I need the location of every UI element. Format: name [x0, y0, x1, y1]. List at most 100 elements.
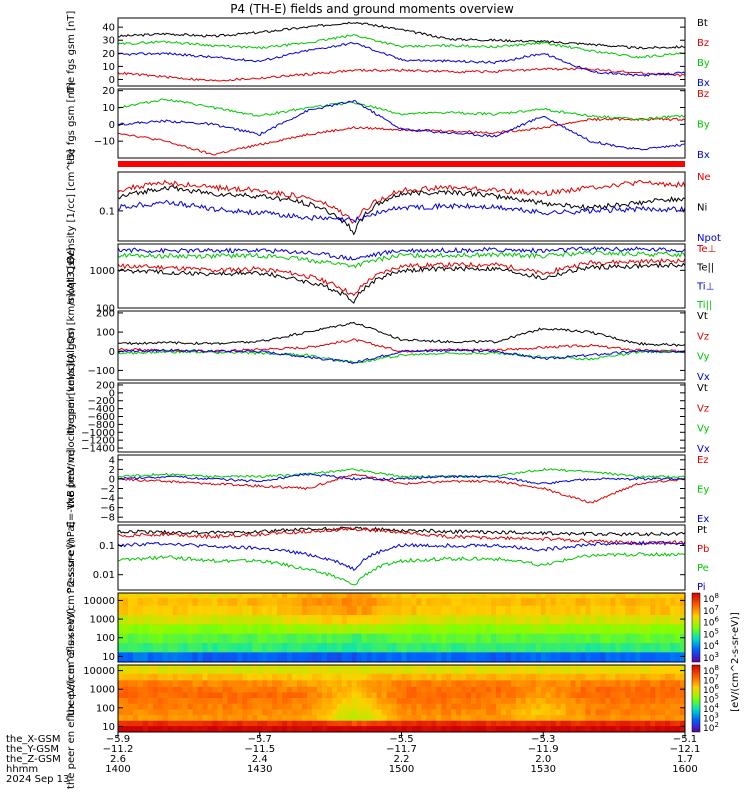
spectrogram-cell: [505, 665, 512, 674]
spectrogram-cell: [222, 605, 228, 616]
series-Ex: [117, 472, 686, 485]
spectrogram-cell: [287, 686, 293, 693]
spectrogram-cell: [336, 703, 343, 710]
spectrogram-cell: [252, 614, 258, 625]
spectrogram-cell: [396, 651, 402, 663]
spectrogram-cell: [252, 605, 258, 616]
y-tick-label: −2: [100, 484, 115, 495]
spectrogram-cell: [481, 703, 487, 710]
spectrogram-cell: [401, 673, 407, 681]
spectrogram-cell: [217, 686, 223, 693]
spectrogram-cell: [411, 697, 417, 704]
spectrogram-cell: [197, 703, 203, 710]
spectrogram-cell: [247, 593, 253, 599]
spectrogram-cell: [157, 605, 164, 616]
spectrogram-cell: [366, 686, 373, 693]
spectrogram-cell: [371, 697, 378, 704]
spectrogram-cell: [177, 703, 184, 710]
spectrogram-cell: [187, 633, 193, 644]
spectrogram-cell: [550, 642, 557, 653]
spectrogram-cell: [456, 686, 462, 693]
spectrogram-cell: [396, 692, 402, 698]
spectrogram-cell: [550, 697, 557, 704]
spectrogram-cell: [316, 703, 323, 710]
spectrogram-cell: [456, 714, 462, 721]
spectrogram-cell: [311, 597, 318, 606]
spectrogram-cell: [505, 679, 512, 687]
spectrogram-cell: [307, 714, 313, 721]
spectrogram-cell: [217, 725, 223, 733]
panel-frame: [117, 310, 686, 381]
spectrogram-cell: [580, 614, 586, 625]
x-row-label: the_Z-GSM: [6, 754, 61, 765]
spectrogram-cell: [162, 665, 169, 674]
spectrogram-cell: [481, 709, 487, 716]
spectrogram-cell: [411, 651, 417, 663]
spectrogram-cell: [302, 605, 308, 616]
spectrogram-cell: [675, 633, 681, 644]
spectrogram-cell: [610, 605, 616, 616]
spectrogram-cell: [187, 686, 193, 693]
spectrogram-cell: [272, 665, 278, 674]
spectrogram-cell: [635, 679, 641, 687]
y-tick-label: −4: [100, 494, 115, 505]
spectrogram-cell: [446, 597, 452, 606]
spectrogram-cell: [167, 725, 174, 733]
y-axis-label: E=-VxB [mV/m]: [66, 449, 77, 527]
spectrogram-cell: [182, 593, 189, 599]
spectrogram-cell: [391, 709, 397, 716]
spectrogram-cell: [655, 703, 661, 710]
spectrogram-cell: [650, 642, 656, 653]
spectrogram-cell: [132, 642, 139, 653]
spectrogram-cell: [605, 642, 611, 653]
spectrogram-cell: [267, 623, 273, 634]
spectrogram-cell: [486, 665, 492, 674]
spectrogram-cell: [505, 673, 512, 681]
spectrogram-cell: [640, 614, 646, 625]
spectrogram-cell: [515, 605, 522, 616]
spectrogram-cell: [262, 673, 268, 681]
spectrogram-cell: [660, 605, 666, 616]
spectrogram-cell: [287, 679, 293, 687]
spectrogram-cell: [212, 673, 218, 681]
spectrogram-cell: [600, 593, 606, 599]
spectrogram-cell: [307, 651, 313, 663]
spectrogram-cell: [118, 651, 124, 663]
spectrogram-cell: [540, 697, 547, 704]
spectrogram-cell: [227, 605, 233, 616]
spectrogram-cell: [575, 725, 581, 733]
spectrogram-cell: [655, 686, 661, 693]
spectrogram-cell: [540, 679, 547, 687]
spectrogram-cell: [590, 614, 596, 625]
spectrogram-cell: [381, 714, 387, 721]
spectrogram-cell: [376, 597, 382, 606]
spectrogram-cell: [675, 679, 681, 687]
spectrogram-cell: [302, 720, 308, 727]
x-tick-label: 2.4: [252, 754, 268, 765]
spectrogram-cell: [570, 692, 576, 698]
spectrogram-cell: [620, 642, 626, 653]
spectrogram-cell: [530, 697, 537, 704]
spectrogram-cell: [137, 679, 144, 687]
spectrogram-cell: [515, 720, 522, 727]
spectrogram-cell: [446, 692, 452, 698]
spectrogram-cell: [650, 679, 656, 687]
spectrogram-cell: [336, 697, 343, 704]
spectrogram-cell: [316, 593, 323, 599]
spectrogram-cell: [127, 725, 134, 733]
spectrogram-cell: [471, 623, 477, 634]
spectrogram-cell: [307, 633, 313, 644]
y-axis-label: the peir en eflux eV/(cm^2-s-sr-eV): [66, 539, 77, 717]
spectrogram-cell: [580, 593, 586, 599]
spectrogram-cell: [510, 720, 517, 727]
spectrogram-cell: [660, 679, 666, 687]
spectrogram-cell: [615, 714, 621, 721]
spectrogram-cell: [481, 714, 487, 721]
spectrogram-cell: [202, 651, 208, 663]
spectrogram-cell: [585, 703, 591, 710]
spectrogram-cell: [491, 651, 497, 663]
spectrogram-cell: [640, 633, 646, 644]
spectrogram-cell: [142, 720, 149, 727]
